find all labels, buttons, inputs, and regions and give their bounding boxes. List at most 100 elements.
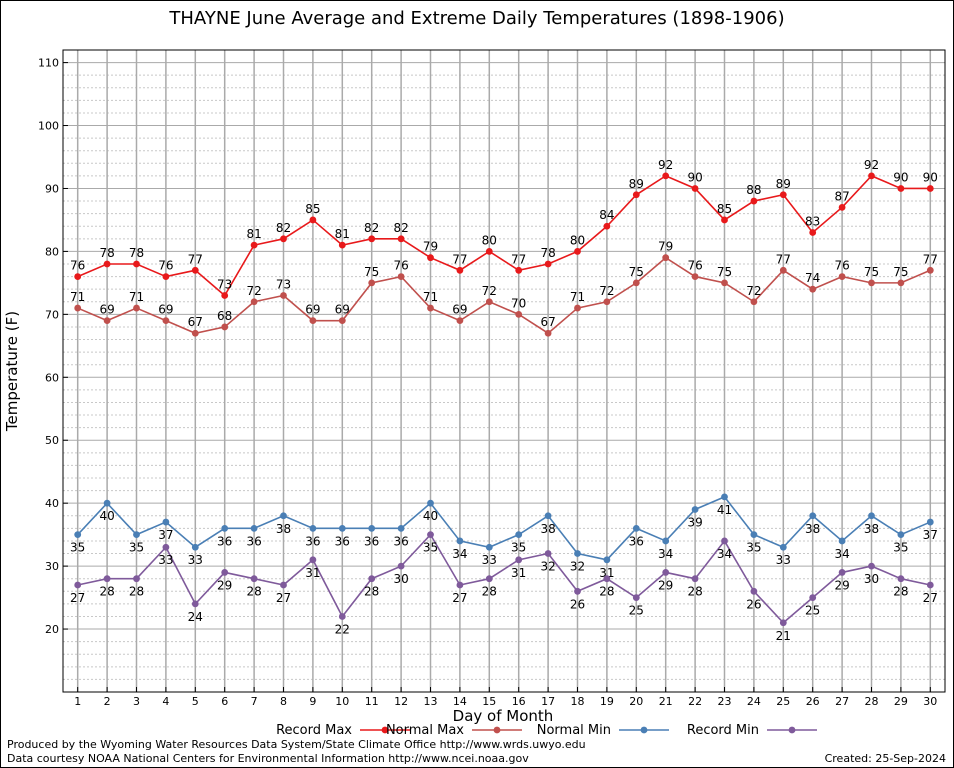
data-point [691, 185, 699, 192]
data-label: 21 [776, 629, 791, 643]
data-label: 31 [511, 566, 526, 580]
x-tick-label: 14 [453, 695, 467, 708]
x-tick-label: 24 [747, 695, 761, 708]
data-label: 81 [246, 227, 261, 241]
data-point [309, 216, 317, 224]
data-point [779, 543, 787, 551]
data-label: 92 [864, 158, 879, 172]
data-label: 88 [746, 183, 761, 197]
x-tick-label: 27 [835, 695, 849, 708]
series-normal-max: 71 69 71 69 67 68 72 73 69 69 75 76 71 69 72 70 67 71 72 75… [70, 240, 938, 337]
data-label: 40 [99, 509, 114, 523]
data-point [632, 279, 640, 287]
legend: Record Max Normal Max Normal Min Record Min [276, 723, 817, 738]
data-point [897, 279, 905, 287]
data-label: 33 [482, 553, 497, 567]
data-label: 36 [305, 534, 320, 548]
data-point [368, 575, 376, 583]
data-label: 90 [923, 170, 938, 184]
x-tick-label: 16 [512, 695, 526, 708]
data-label: 38 [540, 522, 555, 536]
data-label: 72 [599, 284, 614, 298]
data-point [250, 241, 258, 249]
data-label: 83 [805, 215, 820, 229]
data-point [809, 229, 817, 236]
data-label: 36 [629, 534, 644, 548]
data-label: 71 [423, 290, 438, 304]
data-point [162, 518, 170, 526]
data-point [926, 266, 934, 274]
data-label: 29 [217, 578, 232, 592]
data-point [309, 317, 317, 325]
data-point [250, 298, 258, 306]
data-label: 72 [746, 284, 761, 298]
data-point [103, 575, 111, 583]
data-point [750, 587, 758, 595]
data-label: 82 [393, 221, 408, 235]
data-label: 32 [570, 560, 585, 574]
data-point [397, 562, 405, 570]
y-tick-label: 60 [45, 371, 59, 384]
x-tick-label: 21 [659, 695, 673, 708]
data-point [103, 499, 111, 507]
data-label: 37 [923, 528, 938, 542]
x-tick-label: 26 [806, 695, 820, 708]
data-point [338, 524, 346, 532]
data-label: 77 [188, 252, 203, 266]
data-label: 36 [335, 534, 350, 548]
data-point [280, 581, 287, 589]
data-point [721, 537, 728, 545]
y-tick-label: 80 [45, 245, 59, 258]
y-tick-label: 20 [45, 623, 59, 636]
data-label: 37 [158, 528, 173, 542]
data-label: 81 [335, 227, 350, 241]
data-point [662, 537, 670, 545]
data-label: 33 [158, 553, 173, 567]
series-record-max: 76 78 78 76 77 73 81 82 85 81 82 82 79 77 80 77 78 80 84 89… [70, 158, 938, 299]
x-tick-label: 9 [309, 695, 316, 708]
data-point [926, 581, 934, 589]
x-tick-label: 25 [776, 695, 790, 708]
data-label: 35 [70, 541, 85, 555]
data-point [397, 524, 405, 532]
data-point [779, 266, 787, 274]
data-label: 92 [658, 158, 673, 172]
data-label: 71 [129, 290, 144, 304]
data-label: 76 [834, 259, 849, 273]
y-axis-label: Temperature (F) [3, 311, 21, 432]
data-point [250, 575, 258, 583]
data-point [897, 185, 905, 192]
data-point [485, 543, 493, 551]
legend-label: Record Min [687, 723, 759, 738]
minor-gridlines [63, 74, 945, 680]
data-label: 67 [540, 315, 555, 329]
data-point [515, 310, 523, 318]
data-label: 77 [452, 252, 467, 266]
data-point [221, 323, 229, 331]
x-axis-label: Day of Month [453, 707, 554, 725]
plot-area [62, 49, 946, 693]
data-label: 69 [452, 303, 467, 317]
data-point [574, 587, 581, 595]
data-point [191, 266, 199, 274]
data-label: 79 [658, 240, 673, 254]
data-point [485, 298, 493, 306]
data-label: 73 [276, 277, 291, 291]
data-label: 85 [305, 202, 320, 216]
x-tick-label: 8 [280, 695, 287, 708]
data-point [691, 273, 699, 280]
x-tick-label: 13 [424, 695, 438, 708]
legend-entry: Normal Min [537, 723, 669, 738]
data-point [74, 531, 82, 539]
data-label: 73 [217, 277, 232, 291]
data-label: 24 [188, 610, 203, 624]
data-point [544, 512, 552, 520]
data-label: 72 [482, 284, 497, 298]
data-point [574, 550, 581, 557]
data-label: 35 [893, 541, 908, 555]
data-point [574, 248, 581, 255]
data-label: 28 [129, 585, 144, 599]
data-label: 82 [364, 221, 379, 235]
data-label: 34 [717, 547, 732, 561]
data-point [544, 550, 552, 557]
